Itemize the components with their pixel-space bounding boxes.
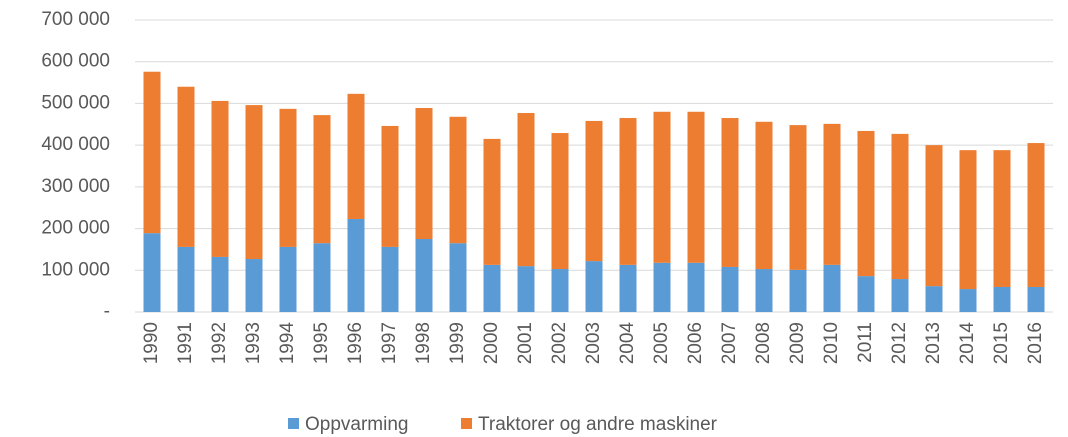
x-tick-label: 2012 (889, 322, 910, 364)
bar-segment (177, 86, 195, 247)
y-tick-label: 500 000 (41, 92, 110, 113)
x-tick-label: 2003 (583, 322, 604, 364)
bar-segment (823, 123, 841, 265)
y-tick-label: 100 000 (41, 259, 110, 280)
bar-segment (755, 269, 773, 312)
bar-segment (721, 118, 739, 267)
x-tick-label: 2002 (549, 322, 570, 364)
y-tick-label: 700 000 (41, 9, 110, 30)
x-tick-label: 2007 (719, 322, 740, 364)
bar-segment (211, 100, 229, 257)
x-tick-label: 1998 (413, 322, 434, 364)
x-tick-label: 2005 (651, 322, 672, 364)
bar-segment (347, 218, 365, 312)
bar-segment (687, 262, 705, 312)
bar-segment (619, 118, 637, 265)
bar-segment (279, 246, 297, 312)
x-tick-label: 1991 (175, 322, 196, 364)
bar-segment (517, 266, 535, 312)
bar-segment (177, 246, 195, 312)
bar-segment (245, 259, 263, 312)
y-tick-label: 600 000 (41, 51, 110, 72)
bar-segment (551, 133, 569, 270)
bar-segment (755, 121, 773, 270)
bar-segment (959, 289, 977, 312)
bar-segment (653, 111, 671, 263)
x-tick-label: 1993 (243, 322, 264, 364)
bar-segment (347, 93, 365, 219)
bar-segment (313, 243, 331, 312)
bar-segment (143, 71, 161, 234)
legend-label: Traktorer og andre maskiner (478, 414, 718, 435)
bar-segment (619, 264, 637, 312)
x-tick-label: 1995 (311, 322, 332, 364)
x-tick-label: 2013 (923, 322, 944, 364)
bar-segment (1027, 286, 1045, 312)
x-tick-label: 2010 (821, 322, 842, 364)
bar-segment (551, 269, 569, 312)
bar-segment (449, 243, 467, 312)
bar-segment (891, 133, 909, 280)
x-tick-label: 2006 (685, 322, 706, 364)
x-tick-label: 1992 (209, 322, 230, 364)
bar-segment (517, 113, 535, 267)
bar-segment (959, 150, 977, 290)
bar-segment (381, 246, 399, 312)
x-tick-label: 1996 (345, 322, 366, 364)
bar-segment (789, 125, 807, 270)
bar-segment (857, 276, 875, 312)
bar-segment (687, 111, 705, 263)
legend-swatch (288, 418, 299, 429)
x-tick-label: 2014 (957, 322, 978, 365)
y-tick-label: - (104, 301, 110, 322)
legend-label: Oppvarming (305, 414, 409, 435)
bar-segment (483, 138, 501, 265)
x-tick-label: 2011 (855, 322, 876, 363)
bar-segment (585, 261, 603, 312)
x-tick-label: 2000 (481, 322, 502, 364)
bar-segment (721, 266, 739, 312)
bar-segment (925, 286, 943, 312)
bar-segment (415, 108, 433, 239)
x-tick-label: 2008 (753, 322, 774, 364)
x-tick-label: 2004 (617, 322, 638, 365)
bar-segment (585, 120, 603, 262)
bar-segment (789, 269, 807, 312)
x-tick-label: 2015 (991, 322, 1012, 364)
bar-segment (653, 262, 671, 312)
x-tick-label: 2009 (787, 322, 808, 364)
y-tick-label: 400 000 (41, 134, 110, 155)
bar-segment (449, 116, 467, 244)
bar-segment (381, 125, 399, 247)
bar-segment (925, 145, 943, 287)
x-tick-label: 1999 (447, 322, 468, 364)
bar-segment (415, 239, 433, 312)
bar-segment (143, 233, 161, 312)
bar-segment (891, 279, 909, 312)
bar-segment (993, 150, 1011, 287)
y-tick-label: 300 000 (41, 176, 110, 197)
x-tick-label: 2001 (515, 322, 536, 364)
y-tick-label: 200 000 (41, 218, 110, 239)
legend-swatch (461, 418, 472, 429)
bar-segment (1027, 143, 1045, 287)
bar-segment (279, 108, 297, 247)
bar-segment (993, 286, 1011, 312)
bar-segment (313, 115, 331, 244)
x-tick-label: 1990 (141, 322, 162, 364)
bar-segment (245, 105, 263, 260)
x-tick-label: 1997 (379, 322, 400, 364)
bar-segment (483, 264, 501, 312)
bar-segment (211, 256, 229, 312)
x-tick-label: 1994 (277, 322, 298, 365)
x-tick-label: 2016 (1025, 322, 1046, 364)
bar-segment (823, 264, 841, 312)
bar-segment (857, 130, 875, 277)
